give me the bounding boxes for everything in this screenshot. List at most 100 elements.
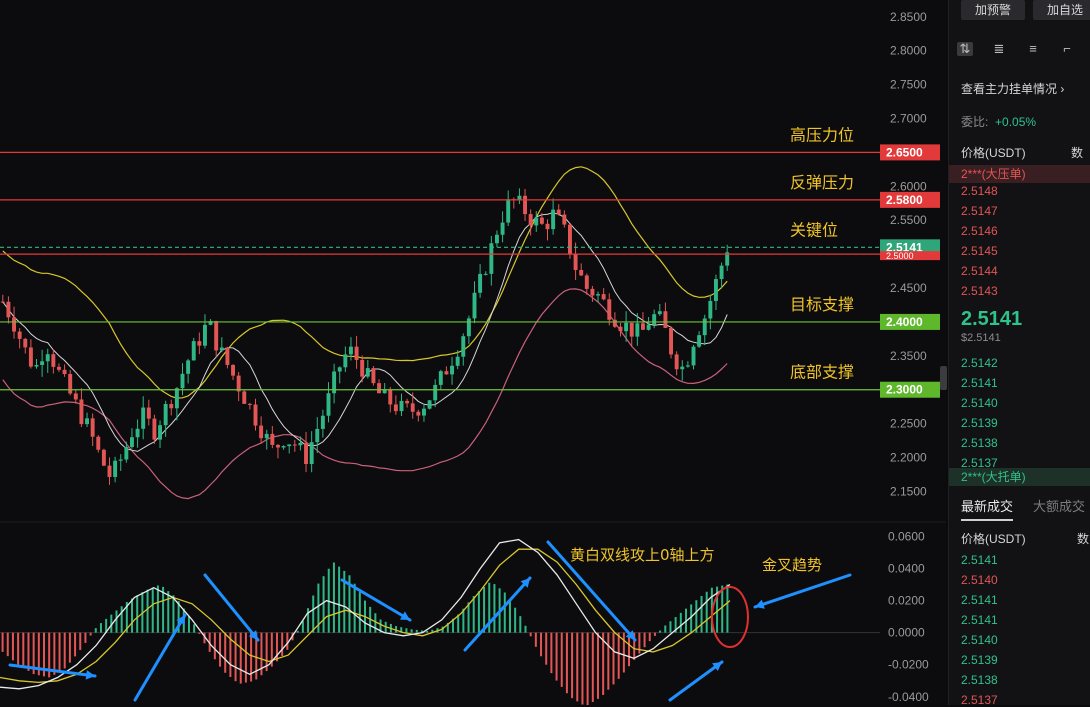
candle-body [34, 365, 39, 367]
candle-body [348, 346, 353, 355]
ask-row[interactable]: 2.5146 [961, 224, 998, 238]
candle-body [680, 366, 685, 370]
tab-latest-trades[interactable]: 最新成交 [961, 496, 1014, 521]
candle-body [551, 209, 556, 230]
candle-body [382, 389, 387, 394]
arrow-head [400, 611, 410, 620]
candle-body [646, 324, 651, 330]
bid-row[interactable]: 2.5142 [961, 356, 998, 370]
trade-row[interactable]: 2.5141 [961, 553, 998, 567]
candle-body [129, 437, 134, 447]
candle-body [6, 301, 11, 318]
depth-view-icon[interactable]: ⌐ [1063, 41, 1071, 56]
bid-row[interactable]: 2.5137 [961, 456, 998, 470]
both-sides-view-icon[interactable]: ⇅ [957, 42, 973, 56]
chart-area[interactable]: 2.8500 2.8000 2.7500 2.7000 2.6500 2.6000 2.55… [0, 0, 947, 705]
candle-body [635, 323, 640, 337]
trade-row[interactable]: 2.5141 [961, 593, 998, 607]
bid-row[interactable]: 2.5139 [961, 416, 998, 430]
candle-body [107, 465, 112, 477]
tab-large-trades[interactable]: 大额成交 [1033, 499, 1086, 514]
trade-row[interactable]: 2.5140 [961, 573, 998, 587]
trend-arrow [753, 573, 852, 609]
candle-body [163, 403, 168, 426]
candle-body [416, 411, 421, 416]
candle-body [180, 373, 185, 389]
candle-body [618, 326, 623, 332]
add-watchlist-button[interactable]: 加自选 [1033, 0, 1090, 20]
candle-body [506, 199, 511, 223]
price-axis-tick: 2.5500 [890, 213, 927, 227]
candle-body [304, 442, 309, 464]
add-alert-button[interactable]: 加预警 [961, 0, 1025, 20]
ask-row[interactable]: 2.5147 [961, 204, 998, 218]
price-axis-tick: 2.7000 [890, 111, 927, 125]
candle-body [79, 399, 84, 425]
bids-view-icon[interactable]: ≣ [993, 41, 1005, 56]
candle-body [489, 243, 494, 274]
ask-row[interactable]: 2.5145 [961, 244, 998, 258]
arrow-head [712, 662, 722, 672]
big-buy-order[interactable]: 2***(大托单) [949, 468, 1090, 486]
candle-body [657, 311, 662, 315]
candle-body [601, 294, 606, 300]
orderbook-view-toggles: ⇅ ≣ ≡ ⌐ [957, 42, 1075, 56]
candle-body [169, 403, 174, 409]
candle-body [275, 444, 280, 448]
trade-row[interactable]: 2.5138 [961, 673, 998, 687]
candle-body [438, 371, 443, 385]
candle-body [725, 252, 730, 266]
candle-body [292, 444, 297, 446]
candle-body [225, 347, 230, 365]
arrow-head [248, 630, 258, 640]
trade-row[interactable]: 2.5139 [961, 653, 998, 667]
big-sell-order[interactable]: 2***(大压单) [949, 165, 1090, 183]
macd-axis-tick: 0.0400 [888, 561, 925, 575]
candle-body [17, 331, 22, 339]
panel-collapse-handle[interactable] [940, 366, 947, 390]
bid-row[interactable]: 2.5141 [961, 376, 998, 390]
level-tag [880, 251, 940, 261]
candle-body [691, 346, 696, 366]
candle-body [483, 273, 488, 275]
trade-row[interactable]: 2.5137 [961, 693, 998, 707]
trend-arrow [668, 660, 724, 702]
candle-body [320, 415, 325, 429]
candle-body [612, 319, 617, 327]
level-label: 关键位 [790, 220, 838, 239]
candle-body [287, 444, 292, 447]
main-orders-link[interactable]: 查看主力挂单情况 › [961, 80, 1064, 97]
candle-body [579, 269, 584, 276]
candle-body [253, 404, 258, 426]
candle-body [652, 314, 657, 325]
candle-body [62, 369, 67, 375]
bid-row[interactable]: 2.5138 [961, 436, 998, 450]
candle-body [56, 366, 61, 370]
ask-row[interactable]: 2.5148 [961, 184, 998, 198]
asks-view-icon[interactable]: ≡ [1029, 41, 1037, 56]
last-price-usd: $2.5141 [961, 332, 1001, 344]
candle-body [141, 407, 146, 429]
candle-body [73, 393, 78, 400]
candle-body [371, 368, 376, 384]
price-axis-tick: 2.4500 [890, 281, 927, 295]
order-book-panel: 加预警 加自选 ⇅ ≣ ≡ ⌐ 查看主力挂单情况 › 委比: +0.05% 价格… [948, 0, 1090, 707]
trade-row[interactable]: 2.5141 [961, 613, 998, 627]
level-tag [880, 381, 940, 398]
order-ratio-label: 委比: [961, 115, 989, 129]
bid-row[interactable]: 2.5140 [961, 396, 998, 410]
candle-body [708, 300, 713, 319]
candle-body [545, 223, 550, 230]
ask-row[interactable]: 2.5144 [961, 264, 998, 278]
ask-qty-header: 数 [1071, 146, 1084, 160]
price-chart[interactable]: 2.8500 2.8000 2.7500 2.7000 2.6500 2.6000 2.55… [0, 0, 946, 705]
level-tag-label: 2.5000 [886, 251, 914, 261]
candle-body [298, 442, 303, 446]
price-axis-tick: 2.8000 [890, 44, 927, 58]
ask-row[interactable]: 2.5143 [961, 284, 998, 298]
candle-body [461, 336, 466, 357]
trade-row[interactable]: 2.5140 [961, 633, 998, 647]
level-tag-label: 2.4000 [886, 315, 923, 329]
candle-body [264, 433, 269, 439]
price-axis-tick: 2.6000 [890, 179, 927, 193]
